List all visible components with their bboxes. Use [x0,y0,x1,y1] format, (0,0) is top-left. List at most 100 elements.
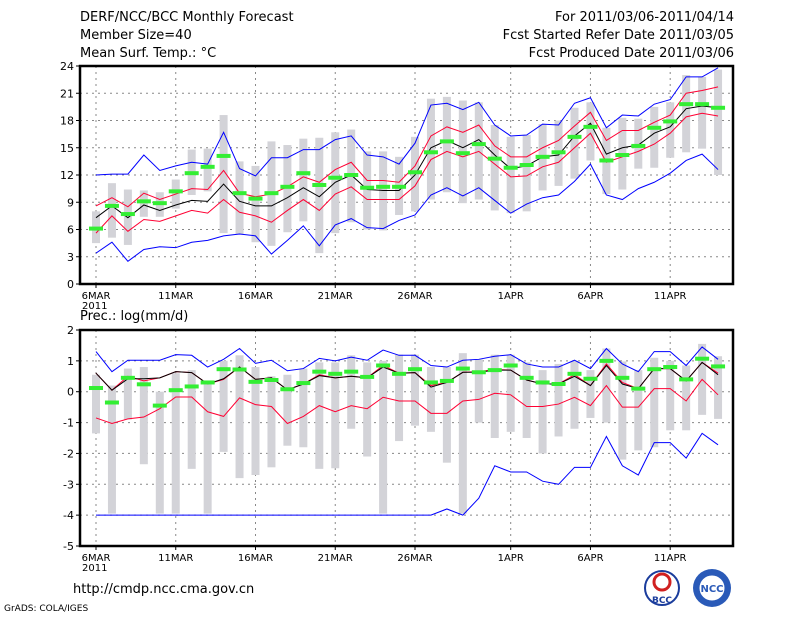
y-tick-label: -2 [63,447,74,460]
median-marker [487,368,502,373]
plot-frame [78,64,735,286]
median-marker [280,387,295,392]
range-bar [426,98,435,200]
range-bar [506,354,515,432]
y-tick-label: 21 [60,87,74,100]
y-tick-label: 18 [60,115,74,128]
median-marker [599,158,614,163]
y-tick-label: 24 [60,60,74,73]
median-marker [519,163,534,168]
chart-title: DERF/NCC/BCC Monthly Forecast [80,10,294,25]
median-marker [647,125,662,130]
median-marker [631,143,646,148]
median-marker [152,403,167,408]
median-marker [551,150,566,155]
range-bar [458,353,467,514]
median-marker [184,384,199,389]
median-marker [296,381,311,386]
median-marker [631,386,646,391]
median-marker [663,119,678,124]
range-bar [107,183,116,238]
median-marker [344,173,359,177]
range-bar [395,354,404,442]
range-bar [283,374,292,446]
median-marker [104,400,119,405]
median-marker [615,153,630,158]
range-bar [538,370,547,454]
range-bar [267,376,276,468]
x-tick-label: 11MAR [158,553,193,564]
range-bar [650,357,659,448]
range-bar [426,367,435,432]
y-tick-label: 6 [67,224,74,237]
bcc-logo-text: BCC [652,596,672,606]
median-marker [647,367,662,372]
x-tick-label: 21MAR [318,291,353,302]
range-bar [219,360,228,452]
median-marker [120,375,135,380]
range-bar [634,118,643,169]
range-bar [442,96,451,193]
median-marker [312,182,327,187]
median-marker [328,371,343,376]
range-bar [123,368,132,420]
median-marker [392,371,407,376]
y-tick-label: 12 [60,169,74,182]
median-marker [535,380,550,385]
range-bar [682,365,691,431]
y-tick-label: 9 [67,196,74,209]
produced-date: Fcst Produced Date 2011/03/06 [528,46,734,61]
range-bar [554,363,563,437]
median-marker [583,124,598,129]
median-marker [89,226,103,231]
range-bar [634,370,643,451]
median-marker [615,375,630,380]
median-marker [503,165,518,170]
median-marker [583,376,598,381]
lower-spread-line [95,112,719,234]
median-marker [232,191,247,196]
x-tick-label: 6APR [577,553,603,564]
x-tick-label: 6MAR [82,553,111,564]
median-marker [376,363,391,368]
x-tick-label: 26MAR [397,291,432,302]
y-tick-label: -4 [63,509,74,522]
y-tick-label: 2 [67,324,74,337]
median-marker [392,184,407,189]
median-marker [711,364,726,369]
range-bar [714,356,723,419]
median-marker [455,366,470,371]
median-marker [535,154,550,159]
y-tick-label: 15 [60,142,74,155]
x-tick-label: 21MAR [318,553,353,564]
temperature-panel: 0 3 6 9 12 15 18 21 24 6MAR 11MAR 16MAR 21MAR 26MAR 1A… [60,60,735,312]
median-marker [296,171,311,176]
range-bar [586,102,595,161]
range-bar [714,69,723,175]
mean-line [95,361,719,391]
median-marker [567,371,582,376]
x-tick-label: 11APR [654,553,687,564]
median-marker [519,375,534,380]
max-line [95,346,719,373]
range-bar [235,355,244,479]
x-tick-label: 11MAR [158,291,193,302]
range-bar [666,102,675,158]
median-marker [200,380,215,385]
median-marker [376,184,391,189]
range-bar [171,373,180,514]
range-bar [139,190,148,217]
range-bar [379,360,388,514]
median-marker [168,388,183,393]
range-bar [347,355,356,429]
median-marker [360,185,375,190]
median-marker [136,382,151,387]
range-bar [251,165,260,243]
website-link[interactable]: http://cmdp.ncc.cma.gov.cn [73,582,255,597]
median-marker [312,369,327,374]
median-marker [152,201,167,206]
min-line [96,432,719,516]
y-tick-label: 3 [67,251,74,264]
member-size: Member Size=40 [80,28,192,43]
